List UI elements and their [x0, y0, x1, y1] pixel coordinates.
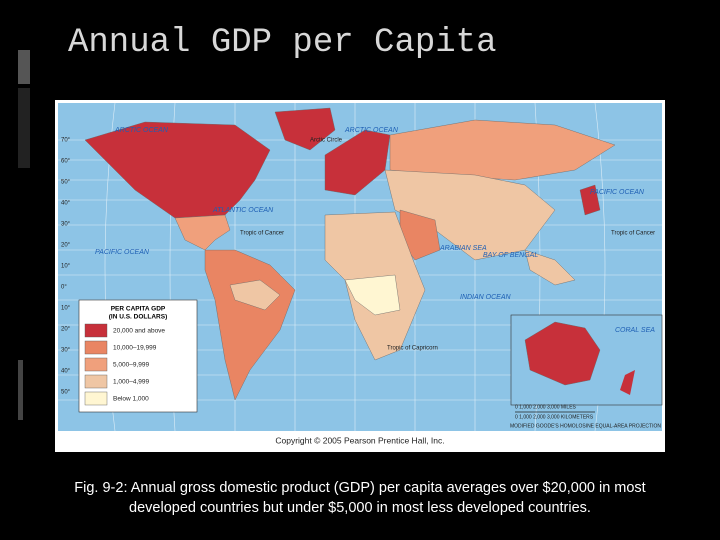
map-figure: ARCTIC OCEAN ARCTIC OCEAN Arctic Circle … [55, 100, 665, 452]
lat-label: 30° [61, 222, 71, 228]
legend-label: Below 1,000 [113, 396, 149, 403]
caption-line: developed countries but under $5,000 in … [129, 500, 591, 516]
australia [524, 321, 601, 386]
scale-km: 0 1,000 2,000 3,000 KILOMETERS [515, 414, 594, 420]
map-label: Arctic Circle [310, 138, 343, 144]
map-label: ARCTIC OCEAN [344, 127, 399, 134]
lat-label: 50° [61, 390, 71, 396]
slide-title: Annual GDP per Capita [68, 24, 497, 62]
legend-label: 10,000–19,999 [113, 345, 157, 352]
copyright: Copyright © 2005 Pearson Prentice Hall, … [275, 435, 444, 445]
decor-bar [18, 88, 30, 168]
map-label: INDIAN OCEAN [460, 294, 512, 301]
lat-label: 40° [61, 369, 71, 375]
legend-label: 20,000 and above [113, 328, 165, 335]
legend-swatch [84, 323, 108, 338]
map-label: CORAL SEA [615, 327, 655, 334]
map-label: Tropic of Cancer [240, 231, 284, 237]
caption-line: Fig. 9-2: Annual gross domestic product … [74, 480, 646, 496]
map-label: Tropic of Capricorn [387, 346, 438, 352]
legend-swatch [84, 357, 108, 372]
lat-label: 0° [61, 285, 67, 291]
countries [84, 107, 616, 401]
legend-swatch [84, 374, 108, 389]
legend-title: PER CAPITA GDP [111, 306, 166, 313]
legend-subtitle: (IN U.S. DOLLARS) [109, 314, 168, 321]
projection: MODIFIED GOODE'S HOMOLOSINE EQUAL-AREA P… [510, 423, 661, 429]
legend: PER CAPITA GDP (IN U.S. DOLLARS) 20,000 … [78, 299, 198, 413]
map-label: Tropic of Cancer [611, 231, 655, 237]
caption: Fig. 9-2: Annual gross domestic product … [20, 478, 700, 518]
map-label: PACIFIC OCEAN [590, 189, 645, 196]
scale-miles: 0 1,000 2,000 3,000 MILES [515, 404, 577, 410]
legend-swatch [84, 391, 108, 406]
scale: 0 1,000 2,000 3,000 MILES 0 1,000 2,000 … [510, 404, 661, 429]
decor-bar [18, 50, 30, 84]
map-label: PACIFIC OCEAN [95, 249, 150, 256]
lat-label: 40° [61, 201, 71, 207]
lat-label: 70° [61, 138, 71, 144]
lat-label: 60° [61, 159, 71, 165]
lat-label: 10° [61, 264, 71, 270]
map-label: ARCTIC OCEAN [114, 127, 169, 134]
lat-label: 50° [61, 180, 71, 186]
lat-label: 20° [61, 243, 71, 249]
legend-label: 5,000–9,999 [113, 362, 150, 369]
map-label: ATLANTIC OCEAN [212, 207, 274, 214]
legend-swatch [84, 340, 108, 355]
legend-label: 1,000–4,999 [113, 379, 150, 386]
new-zealand [620, 370, 635, 395]
map-label: ARABIAN SEA [439, 245, 487, 252]
decor-bar [18, 360, 23, 420]
lat-label: 20° [61, 327, 71, 333]
legend-items: 20,000 and above 10,000–19,999 5,000–9,999… [84, 323, 165, 406]
lat-labels: 70° 60° 50° 40° 30° 20° 10° 0° 10° 20° 30° 40° 50° [61, 138, 71, 396]
lat-label: 30° [61, 348, 71, 354]
map-label: BAY OF BENGAL [483, 252, 538, 259]
lat-label: 10° [61, 306, 71, 312]
